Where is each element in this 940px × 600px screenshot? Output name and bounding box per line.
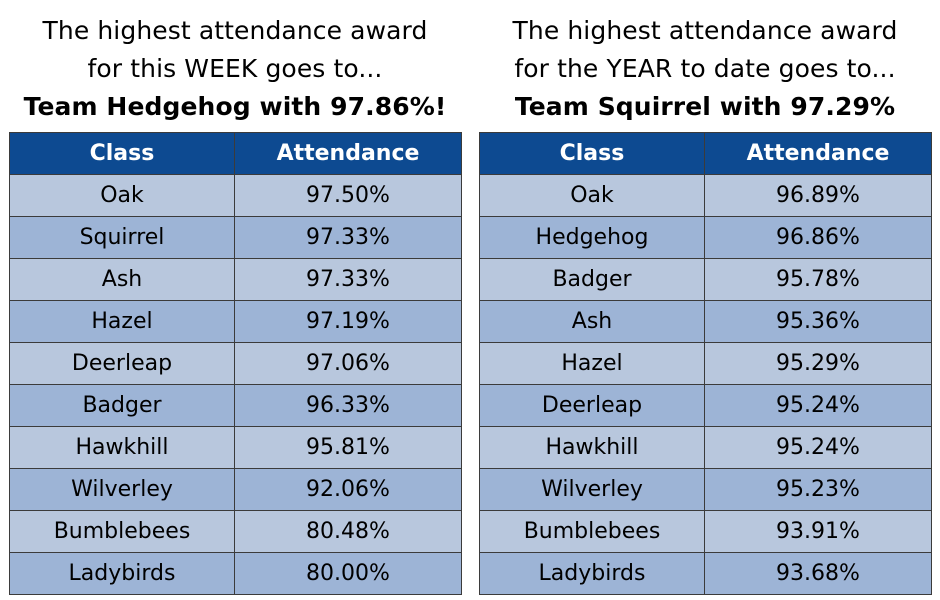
attendance-cell: 95.36% [704, 300, 932, 343]
yearly-award-heading: The highest attendance award for the YEA… [479, 0, 931, 132]
table-row: Hawkhill 95.81% [9, 426, 462, 469]
table-row: Wilverley 95.23% [479, 468, 932, 511]
class-cell: Deerleap [479, 384, 705, 427]
table-row: Ladybirds 93.68% [479, 552, 932, 595]
attendance-cell: 93.68% [704, 552, 932, 595]
table-row: Bumblebees 80.48% [9, 510, 462, 553]
class-cell: Ladybirds [9, 552, 235, 595]
class-cell: Hazel [479, 342, 705, 385]
table-row: Bumblebees 93.91% [479, 510, 932, 553]
class-cell: Badger [9, 384, 235, 427]
class-cell: Hawkhill [9, 426, 235, 469]
attendance-cell: 80.00% [234, 552, 462, 595]
class-cell: Bumblebees [9, 510, 235, 553]
table-row: Hawkhill 95.24% [479, 426, 932, 469]
attendance-cell: 95.78% [704, 258, 932, 301]
column-header-class: Class [479, 132, 705, 175]
column-header-attendance: Attendance [234, 132, 462, 175]
class-cell: Oak [479, 174, 705, 217]
attendance-cell: 95.23% [704, 468, 932, 511]
attendance-cell: 97.06% [234, 342, 462, 385]
table-row: Badger 96.33% [9, 384, 462, 427]
class-cell: Wilverley [9, 468, 235, 511]
class-cell: Hedgehog [479, 216, 705, 259]
class-cell: Hawkhill [479, 426, 705, 469]
table-row: Ash 97.33% [9, 258, 462, 301]
yearly-award-winner: Team Squirrel with 97.29% [514, 92, 896, 121]
attendance-cell: 96.33% [234, 384, 462, 427]
class-cell: Squirrel [9, 216, 235, 259]
class-cell: Bumblebees [479, 510, 705, 553]
weekly-attendance-table: Class Attendance Oak 97.50% Squirrel 97.33… [9, 132, 462, 595]
column-header-class: Class [9, 132, 235, 175]
weekly-award-title-line1: The highest attendance award [42, 16, 428, 45]
weekly-award-heading: The highest attendance award for this WE… [9, 0, 461, 132]
class-cell: Hazel [9, 300, 235, 343]
table-row: Ladybirds 80.00% [9, 552, 462, 595]
table-row: Ash 95.36% [479, 300, 932, 343]
attendance-cell: 97.33% [234, 216, 462, 259]
attendance-cell: 95.29% [704, 342, 932, 385]
class-cell: Wilverley [479, 468, 705, 511]
class-cell: Deerleap [9, 342, 235, 385]
table-row: Badger 95.78% [479, 258, 932, 301]
attendance-cell: 97.19% [234, 300, 462, 343]
table-row: Squirrel 97.33% [9, 216, 462, 259]
column-header-attendance: Attendance [704, 132, 932, 175]
table-row: Deerleap 95.24% [479, 384, 932, 427]
attendance-cell: 80.48% [234, 510, 462, 553]
yearly-attendance-table: Class Attendance Oak 96.89% Hedgehog 96.86… [479, 132, 932, 595]
yearly-award-title-line2: for the YEAR to date goes to... [514, 54, 896, 83]
table-row: Deerleap 97.06% [9, 342, 462, 385]
weekly-award-panel: The highest attendance award for this WE… [9, 0, 462, 595]
attendance-cell: 97.50% [234, 174, 462, 217]
attendance-cell: 92.06% [234, 468, 462, 511]
class-cell: Ladybirds [479, 552, 705, 595]
attendance-cell: 95.24% [704, 384, 932, 427]
weekly-award-title-line2: for this WEEK goes to... [87, 54, 383, 83]
attendance-cell: 96.89% [704, 174, 932, 217]
table-row: Oak 96.89% [479, 174, 932, 217]
class-cell: Badger [479, 258, 705, 301]
table-row: Hazel 97.19% [9, 300, 462, 343]
attendance-cell: 93.91% [704, 510, 932, 553]
class-cell: Ash [9, 258, 235, 301]
attendance-cell: 95.24% [704, 426, 932, 469]
table-row: Oak 97.50% [9, 174, 462, 217]
table-row: Hazel 95.29% [479, 342, 932, 385]
attendance-cell: 96.86% [704, 216, 932, 259]
class-cell: Ash [479, 300, 705, 343]
table-header-row: Class Attendance [479, 132, 932, 175]
table-row: Hedgehog 96.86% [479, 216, 932, 259]
weekly-award-winner: Team Hedgehog with 97.86%! [23, 92, 447, 121]
attendance-cell: 97.33% [234, 258, 462, 301]
class-cell: Oak [9, 174, 235, 217]
table-row: Wilverley 92.06% [9, 468, 462, 511]
yearly-award-panel: The highest attendance award for the YEA… [479, 0, 932, 595]
table-header-row: Class Attendance [9, 132, 462, 175]
attendance-cell: 95.81% [234, 426, 462, 469]
yearly-award-title-line1: The highest attendance award [512, 16, 898, 45]
